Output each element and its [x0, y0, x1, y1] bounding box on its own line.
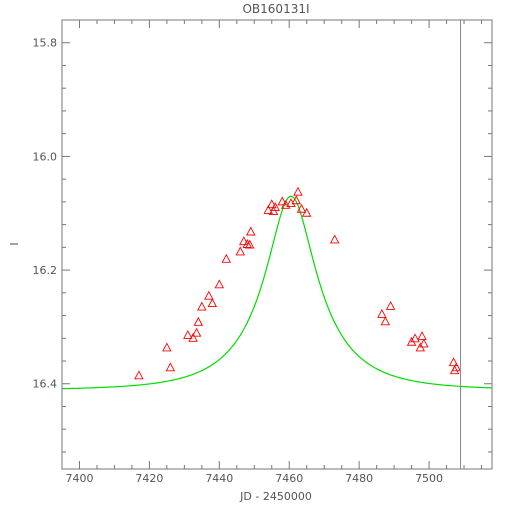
- axis-tick-labels: 7400 7420 7440 7460 7480 7500 15.8 16.0 16.2 16.4: [33, 37, 444, 485]
- data-point: [417, 331, 427, 341]
- data-point: [191, 327, 202, 337]
- data-point: [183, 329, 193, 339]
- data-point: [204, 290, 214, 300]
- x-tick-label: 7440: [205, 472, 233, 485]
- x-tick-label: 7420: [135, 472, 163, 485]
- data-point: [207, 298, 218, 308]
- data-point: [239, 236, 249, 246]
- data-point: [267, 199, 277, 209]
- data-point: [385, 300, 396, 310]
- data-point: [277, 196, 287, 206]
- data-point: [301, 207, 312, 217]
- data-point: [263, 204, 274, 214]
- data-point: [270, 202, 280, 212]
- data-point: [221, 253, 232, 263]
- data-point: [197, 301, 207, 311]
- data-point: [214, 279, 225, 289]
- x-axis-label: JD - 2450000: [239, 490, 312, 503]
- y-tick-label: 16.2: [33, 264, 58, 277]
- model-curve-line: [61, 195, 493, 390]
- data-point: [329, 234, 340, 244]
- x-tick-label: 7400: [65, 472, 93, 485]
- model-curve-layer: [61, 195, 493, 390]
- data-point: [193, 316, 204, 326]
- data-point: [296, 203, 307, 213]
- data-point: [293, 186, 303, 196]
- data-point: [451, 362, 462, 372]
- y-tick-label: 16.0: [33, 150, 58, 163]
- data-point: [246, 226, 256, 236]
- data-point: [291, 195, 301, 205]
- x-tick-label: 7460: [275, 472, 303, 485]
- data-point: [134, 370, 144, 380]
- x-tick-label: 7500: [415, 472, 443, 485]
- y-tick-label: 16.4: [33, 378, 58, 391]
- data-point: [235, 246, 246, 256]
- plot-frame: [61, 19, 493, 470]
- data-point: [377, 308, 387, 318]
- y-axis-label: I: [8, 242, 21, 245]
- data-point: [419, 338, 429, 348]
- data-point: [380, 316, 391, 326]
- data-point: [244, 239, 255, 249]
- axis-ticks: [62, 20, 492, 469]
- data-points-layer: [134, 186, 462, 380]
- data-point: [188, 332, 198, 342]
- data-point: [165, 362, 176, 372]
- data-point: [410, 333, 420, 343]
- y-tick-label: 15.8: [33, 37, 58, 50]
- data-point: [162, 342, 172, 352]
- data-point: [448, 357, 459, 367]
- chart-title: OB160131I: [242, 2, 309, 16]
- data-point: [242, 239, 253, 248]
- x-tick-label: 7480: [345, 472, 373, 485]
